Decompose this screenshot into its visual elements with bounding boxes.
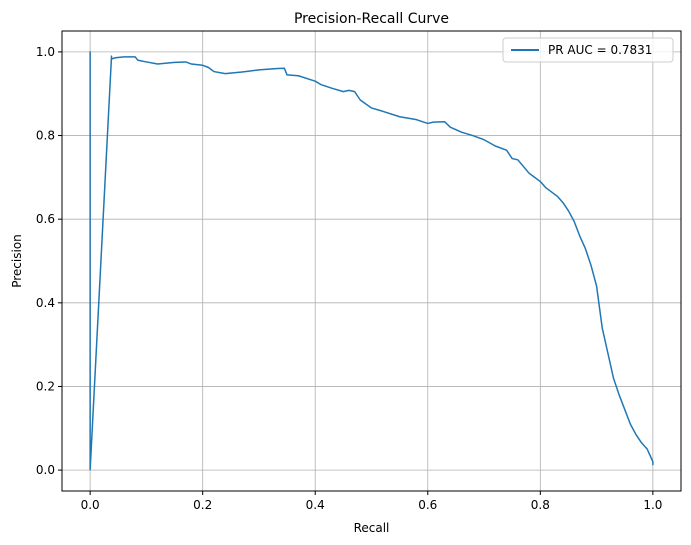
x-tick-label: 0.2 (193, 498, 212, 512)
x-tick-label: 0.8 (531, 498, 550, 512)
legend-label: PR AUC = 0.7831 (548, 43, 652, 57)
ticks: 0.0 0.2 0.4 0.6 0.8 1.0 0.0 0.2 0.4 0.6 0.8 1.0 (36, 45, 663, 512)
x-axis-label: Recall (354, 521, 390, 535)
y-tick-label: 0.0 (36, 463, 55, 477)
x-tick-label: 0.6 (418, 498, 437, 512)
y-tick-label: 1.0 (36, 45, 55, 59)
x-tick-label: 0.4 (306, 498, 325, 512)
chart-title: Precision-Recall Curve (294, 11, 449, 27)
y-tick-label: 0.8 (36, 129, 55, 143)
legend: PR AUC = 0.7831 (502, 37, 674, 63)
legend-box (502, 37, 674, 63)
series-group (89, 51, 654, 471)
y-axis-label: Precision (10, 234, 24, 288)
x-tick-label: 0.0 (81, 498, 100, 512)
y-tick-label: 0.4 (36, 296, 55, 310)
plot-frame (61, 30, 682, 492)
grid (62, 31, 681, 491)
series-line-0 (89, 51, 654, 471)
x-tick-label: 1.0 (643, 498, 662, 512)
y-tick-label: 0.2 (36, 379, 55, 393)
y-tick-label: 0.6 (36, 212, 55, 226)
